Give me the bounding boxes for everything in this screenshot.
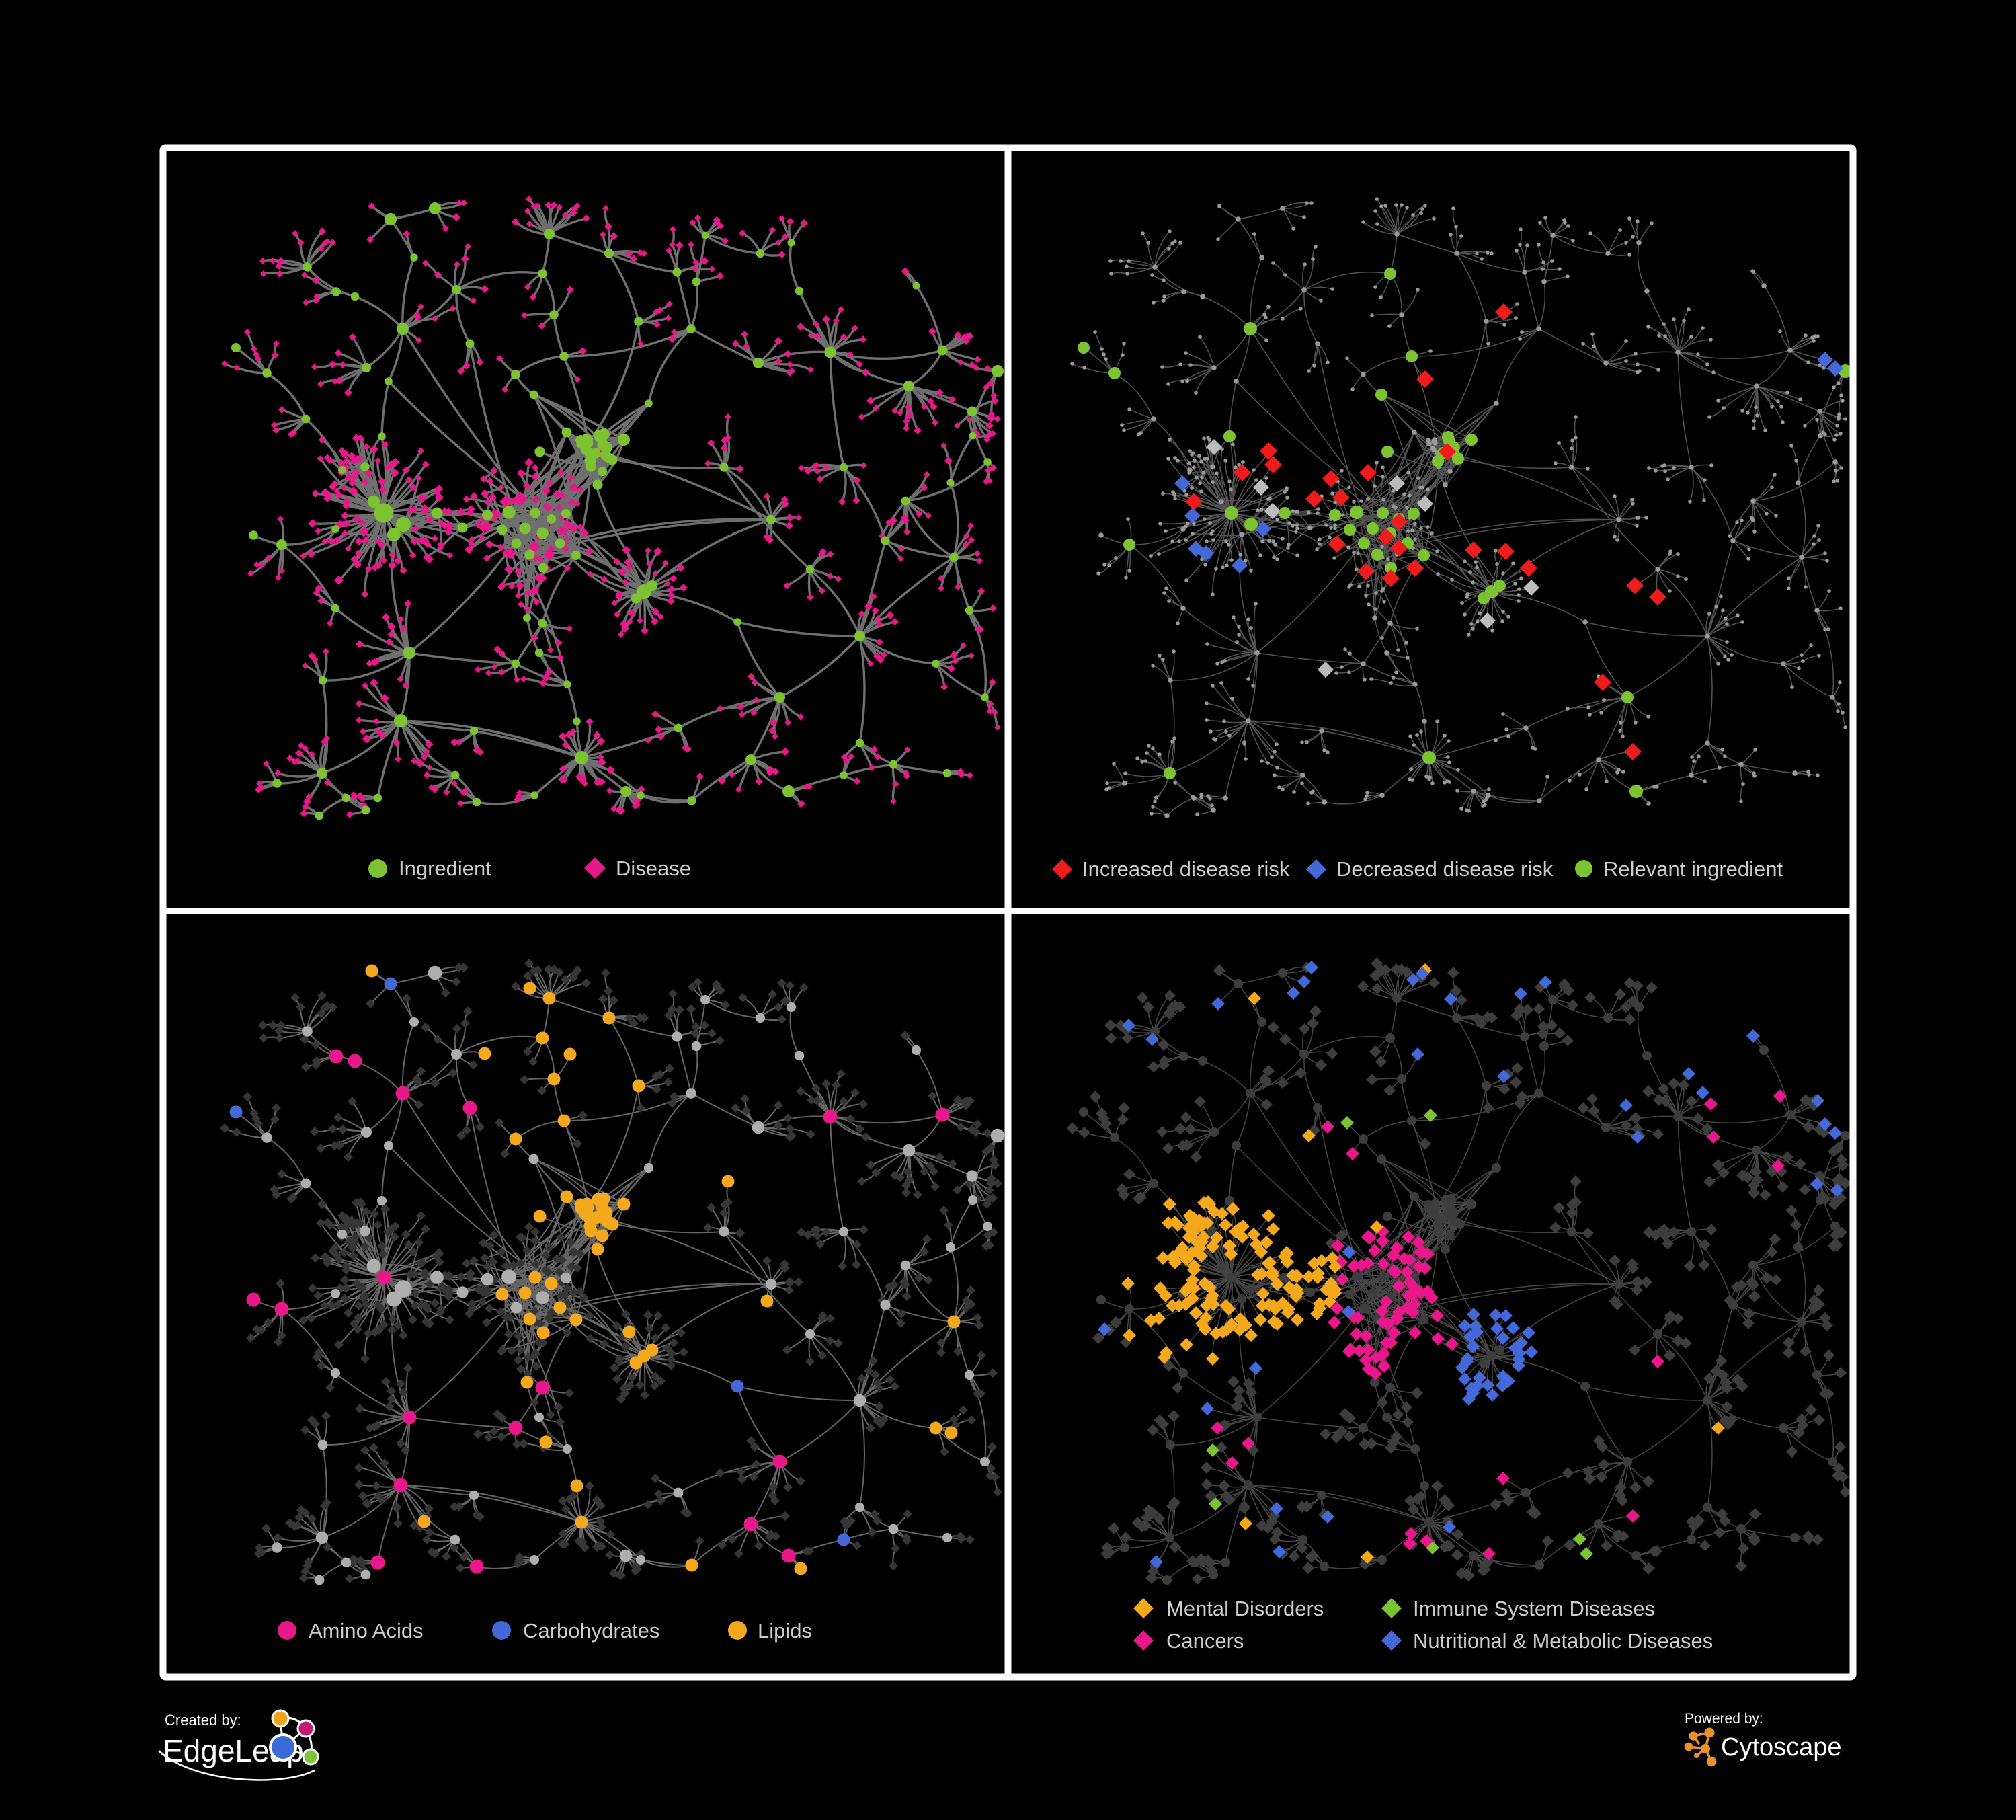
- svg-text:Relevant ingredient: Relevant ingredient: [1603, 857, 1783, 881]
- svg-text:Mental Disorders: Mental Disorders: [1166, 1597, 1324, 1620]
- svg-text:Decreased disease risk: Decreased disease risk: [1336, 857, 1554, 881]
- svg-text:Amino Acids: Amino Acids: [309, 1619, 424, 1643]
- svg-text:Immune System Diseases: Immune System Diseases: [1413, 1597, 1655, 1620]
- svg-text:Cytoscape: Cytoscape: [1721, 1733, 1842, 1762]
- svg-text:Created by:: Created by:: [165, 1712, 241, 1729]
- svg-text:Increased disease risk: Increased disease risk: [1082, 857, 1290, 881]
- svg-text:Ingredient: Ingredient: [399, 857, 491, 880]
- svg-text:Disease: Disease: [616, 857, 691, 880]
- svg-text:Nutritional & Metabolic Diseas: Nutritional & Metabolic Diseases: [1413, 1629, 1713, 1653]
- svg-text:Carbohydrates: Carbohydrates: [523, 1619, 659, 1643]
- svg-text:Lipids: Lipids: [758, 1619, 812, 1643]
- svg-text:Powered by:: Powered by:: [1685, 1711, 1763, 1727]
- svg-text:Cancers: Cancers: [1166, 1629, 1244, 1653]
